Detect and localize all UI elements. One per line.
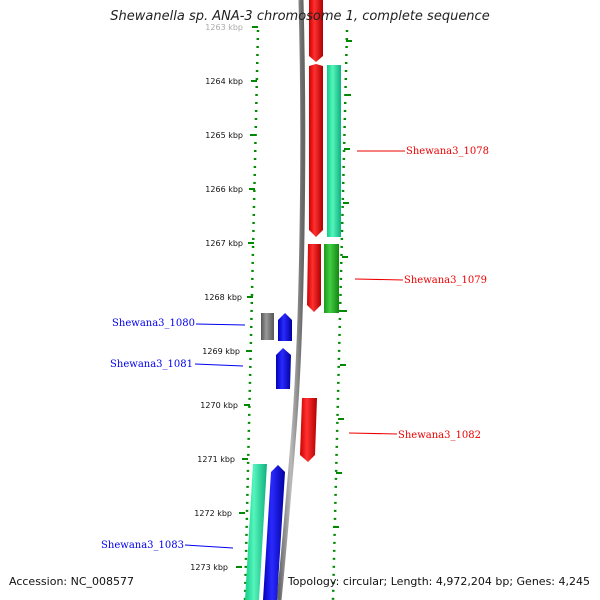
tick-1269: 1269 kbp [202,347,252,356]
gene-shewana3-1081 [276,348,291,389]
tick-1263: 1263 kbp [205,23,258,32]
tick-1267: 1267 kbp [205,239,254,248]
chromosome-backbone [276,0,306,600]
label-shewana3-1078[interactable]: Shewana3_1078 [406,146,489,157]
svg-text:1264 kbp: 1264 kbp [205,77,243,86]
gene-shewana3-1080-pseudo [261,313,274,340]
topology-summary: Topology: circular; Length: 4,972,204 bp… [287,575,590,588]
map-title: Shewanella sp. ANA-3 chromosome 1, compl… [110,9,490,24]
svg-text:1273 kbp: 1273 kbp [190,563,228,572]
leader-1079 [354,278,404,281]
svg-text:1268 kbp: 1268 kbp [204,293,242,302]
svg-text:1272 kbp: 1272 kbp [194,509,232,518]
label-shewana3-1081[interactable]: Shewana3_1081 [110,359,193,370]
accession-text: Accession: NC_008577 [9,575,135,588]
tick-1272: 1272 kbp [194,509,245,518]
leader-1082 [348,432,398,435]
label-shewana3-1080[interactable]: Shewana3_1080 [112,318,195,329]
label-shewana3-1083[interactable]: Shewana3_1083 [101,540,184,551]
gene-top-partial [309,0,323,62]
svg-text:1270 kbp: 1270 kbp [200,401,238,410]
tick-1268: 1268 kbp [204,293,253,302]
kbp-ticks: 1263 kbp 1264 kbp 1265 kbp 1266 kbp 1267… [190,23,258,572]
svg-text:1266 kbp: 1266 kbp [205,185,243,194]
label-shewana3-1082[interactable]: Shewana3_1082 [398,430,481,441]
cds-shewana3-1078 [327,65,341,237]
tick-1264: 1264 kbp [205,77,257,86]
tick-1270: 1270 kbp [200,401,250,410]
gene-shewana3-1078 [309,64,323,237]
tick-1273: 1273 kbp [190,563,242,572]
svg-text:1263 kbp: 1263 kbp [205,23,243,32]
gene-shewana3-1083 [263,465,285,600]
gene-shewana3-1079 [307,244,321,312]
tick-1271: 1271 kbp [197,455,248,464]
gene-shewana3-1082 [300,398,317,462]
tick-1266: 1266 kbp [205,185,255,194]
leader-1083 [184,544,234,549]
cds-shewana3-1079 [324,244,339,313]
gene-shewana3-1080 [278,313,292,341]
svg-text:1265 kbp: 1265 kbp [205,131,243,140]
svg-text:1269 kbp: 1269 kbp [202,347,240,356]
right-ticks [333,40,352,528]
label-shewana3-1079[interactable]: Shewana3_1079 [404,275,487,286]
tick-1265: 1265 kbp [205,131,256,140]
svg-text:1271 kbp: 1271 kbp [197,455,235,464]
cds-shewana3-1083 [245,464,267,600]
svg-text:1267 kbp: 1267 kbp [205,239,243,248]
leader-1080 [195,323,246,326]
leader-1081 [194,363,244,367]
